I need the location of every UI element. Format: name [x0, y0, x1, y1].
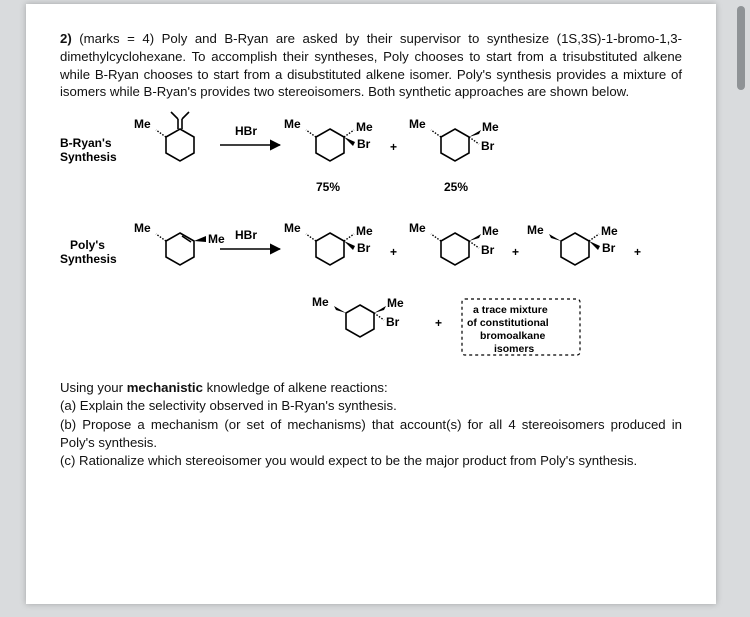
svg-text:Me: Me: [601, 224, 618, 238]
subq-a: (a) Explain the selectivity observed in …: [60, 397, 682, 415]
svg-text:Me: Me: [356, 120, 373, 134]
svg-text:Me: Me: [356, 224, 373, 238]
question-marks: (marks = 4): [79, 31, 154, 46]
svg-text:Me: Me: [208, 232, 225, 246]
svg-text:+: +: [634, 245, 641, 259]
pct-75: 75%: [316, 180, 340, 194]
pct-25: 25%: [444, 180, 468, 194]
hbr-2: HBr: [235, 228, 257, 242]
svg-text:Me: Me: [134, 221, 151, 235]
svg-text:Me: Me: [527, 223, 544, 237]
svg-text:+: +: [390, 245, 397, 259]
synthesis-diagram: B-Ryan's Synthesis Me HBr: [60, 111, 682, 371]
svg-text:of constitutional: of constitutional: [467, 317, 549, 329]
svg-text:Me: Me: [482, 120, 499, 134]
subq-b: (b) Propose a mechanism (or set of mecha…: [60, 416, 682, 452]
poly-label-2: Synthesis: [60, 252, 117, 266]
svg-text:+: +: [435, 316, 442, 330]
svg-text:Me: Me: [482, 224, 499, 238]
svg-text:Me: Me: [409, 221, 426, 235]
document-page: 2) (marks = 4) Poly and B-Ryan are asked…: [26, 4, 716, 604]
svg-text:Br: Br: [481, 243, 495, 257]
svg-text:+: +: [512, 245, 519, 259]
subq-intro: Using your mechanistic knowledge of alke…: [60, 379, 682, 397]
subquestions: Using your mechanistic knowledge of alke…: [60, 379, 682, 470]
svg-text:a trace mixture: a trace mixture: [473, 304, 548, 316]
scrollbar-track[interactable]: [737, 0, 745, 617]
trace-box: a trace mixture of constitutional bromoa…: [462, 299, 580, 355]
question-number: 2): [60, 31, 72, 46]
subq-c: (c) Rationalize which stereoisomer you w…: [60, 452, 682, 470]
question-body: Poly and B-Ryan are asked by their super…: [60, 31, 682, 99]
plus-1: +: [390, 140, 397, 154]
poly-label-1: Poly's: [70, 238, 105, 252]
svg-text:Me: Me: [387, 296, 404, 310]
viewport: 2) (marks = 4) Poly and B-Ryan are asked…: [0, 0, 750, 617]
svg-text:Me: Me: [284, 117, 301, 131]
hbr-1: HBr: [235, 124, 257, 138]
bryan-label-1: B-Ryan's: [60, 136, 112, 150]
svg-text:bromoalkane: bromoalkane: [480, 330, 546, 342]
svg-text:Me: Me: [284, 221, 301, 235]
bryan-label-2: Synthesis: [60, 150, 117, 164]
svg-text:Me: Me: [409, 117, 426, 131]
svg-text:Me: Me: [312, 295, 329, 309]
diagram-svg: B-Ryan's Synthesis Me HBr: [60, 111, 680, 371]
svg-text:isomers: isomers: [494, 343, 534, 355]
svg-text:Br: Br: [357, 241, 371, 255]
question-text: 2) (marks = 4) Poly and B-Ryan are asked…: [60, 30, 682, 101]
svg-text:Br: Br: [481, 139, 495, 153]
scrollbar-thumb[interactable]: [737, 6, 745, 90]
svg-text:Br: Br: [602, 241, 616, 255]
svg-text:Br: Br: [386, 315, 400, 329]
me-label: Me: [134, 117, 151, 131]
svg-text:Br: Br: [357, 137, 371, 151]
